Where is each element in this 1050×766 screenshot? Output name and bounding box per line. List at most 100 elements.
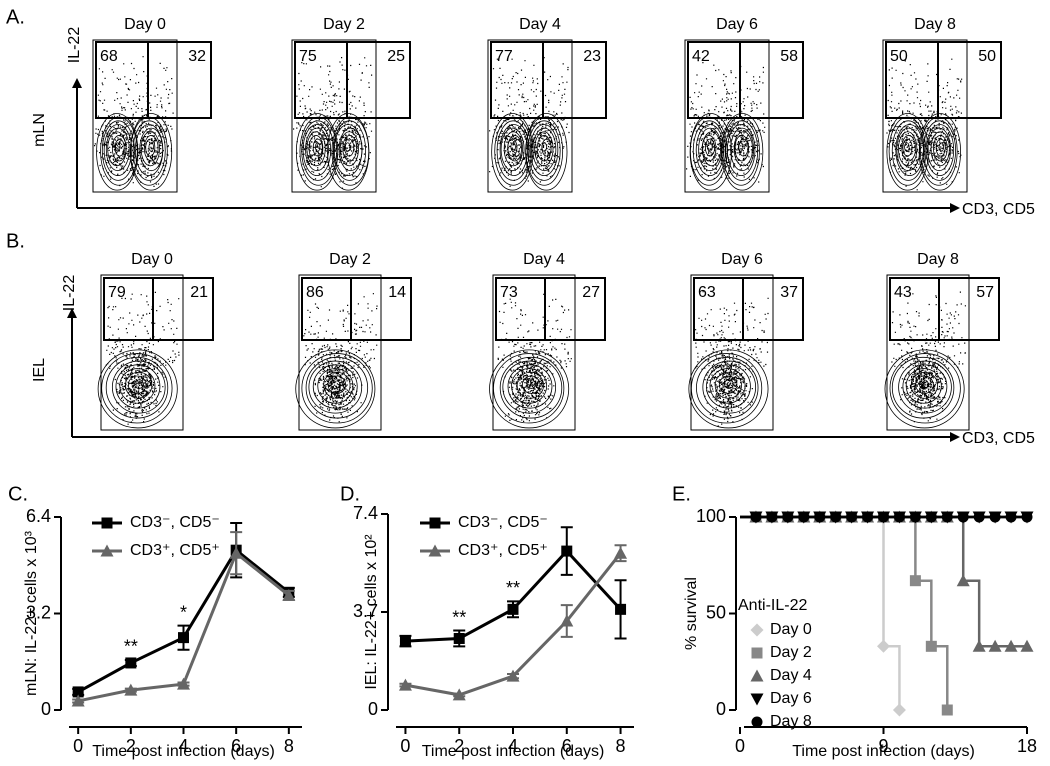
marker bbox=[229, 546, 243, 559]
significance: ** bbox=[452, 607, 466, 627]
gate-right bbox=[938, 277, 1000, 341]
gate-right bbox=[544, 277, 606, 341]
gate-percent: 73 bbox=[500, 284, 518, 301]
gate-percent: 37 bbox=[780, 284, 798, 301]
contour bbox=[730, 127, 755, 172]
legend-label: Day 6 bbox=[770, 690, 812, 707]
contour bbox=[96, 113, 139, 191]
contour bbox=[134, 124, 164, 176]
gate-right bbox=[739, 41, 804, 119]
x-tick-label: 4 bbox=[508, 736, 518, 756]
y-tick-label: 100 bbox=[696, 506, 726, 526]
y-axis-title: mLN: IL-22+ cells x 10³ bbox=[23, 530, 40, 696]
contour bbox=[306, 131, 326, 167]
x-tick-label: 9 bbox=[878, 736, 888, 756]
gate-right bbox=[542, 41, 607, 119]
marker bbox=[893, 511, 905, 523]
marker bbox=[957, 511, 969, 523]
step-line bbox=[931, 645, 949, 710]
contour bbox=[489, 349, 570, 429]
panel-label: B. bbox=[6, 230, 25, 252]
gate-percent: 75 bbox=[299, 48, 317, 65]
contour bbox=[339, 131, 359, 167]
marker bbox=[892, 703, 906, 717]
x-tick-label: 6 bbox=[231, 736, 241, 756]
x-tick-label: 2 bbox=[126, 736, 136, 756]
contour bbox=[905, 368, 942, 404]
contour bbox=[305, 356, 369, 419]
contour bbox=[689, 113, 732, 191]
contour bbox=[904, 142, 910, 152]
plot-title: Day 0 bbox=[131, 251, 173, 268]
gate-right bbox=[937, 41, 1002, 119]
contour bbox=[333, 120, 367, 181]
contour bbox=[115, 142, 121, 152]
step-line bbox=[963, 579, 981, 647]
marker bbox=[560, 614, 574, 627]
contour bbox=[127, 375, 147, 394]
step-line bbox=[915, 579, 933, 647]
y-tick-label: 7.4 bbox=[353, 503, 378, 523]
contour bbox=[536, 135, 552, 162]
contour bbox=[107, 131, 127, 167]
contour bbox=[898, 360, 952, 414]
marker bbox=[909, 511, 921, 523]
y-tick-label: 0 bbox=[368, 699, 378, 719]
plot-frame bbox=[882, 39, 968, 193]
contour bbox=[724, 379, 734, 389]
contour bbox=[496, 120, 530, 181]
contour bbox=[493, 353, 565, 424]
x-axis-title: Time post infection (days) bbox=[792, 743, 975, 760]
legend-marker bbox=[751, 716, 763, 728]
contour bbox=[886, 113, 929, 191]
contour bbox=[529, 124, 559, 176]
event-dots bbox=[886, 58, 963, 191]
contour bbox=[125, 371, 153, 399]
marker bbox=[988, 639, 1002, 652]
marker bbox=[452, 688, 466, 701]
contour bbox=[132, 120, 166, 181]
marker bbox=[830, 511, 842, 523]
contour bbox=[706, 364, 751, 409]
marker bbox=[506, 669, 520, 682]
contour bbox=[891, 356, 955, 419]
contour bbox=[918, 113, 961, 191]
legend-label: CD3⁺, CD5⁺ bbox=[458, 542, 548, 559]
x-tick-label: 4 bbox=[178, 736, 188, 756]
marker bbox=[398, 678, 412, 691]
contour bbox=[891, 120, 925, 181]
contour bbox=[938, 142, 945, 152]
y-tick-label: 50 bbox=[706, 602, 726, 622]
marker bbox=[956, 574, 970, 587]
contour bbox=[105, 356, 169, 419]
contour bbox=[927, 127, 952, 172]
contour bbox=[314, 142, 321, 152]
contour bbox=[527, 120, 561, 181]
plot-title: Day 2 bbox=[329, 251, 371, 268]
marker bbox=[125, 657, 137, 669]
contour bbox=[726, 124, 756, 176]
contour bbox=[688, 349, 769, 429]
marker bbox=[814, 511, 826, 523]
marker bbox=[615, 603, 627, 615]
contour bbox=[323, 371, 351, 399]
tissue-label: IEL bbox=[31, 358, 48, 382]
contour bbox=[725, 120, 759, 181]
marker bbox=[72, 686, 84, 698]
step-line bbox=[899, 515, 917, 581]
contour bbox=[734, 135, 750, 162]
contour bbox=[317, 368, 354, 404]
event-dots bbox=[293, 57, 373, 189]
contour bbox=[896, 127, 921, 172]
tissue-label: mLN bbox=[31, 113, 48, 147]
marker bbox=[846, 511, 858, 523]
contour bbox=[721, 113, 764, 191]
contour bbox=[507, 135, 522, 162]
legend-marker bbox=[750, 669, 764, 682]
contour bbox=[737, 142, 744, 152]
plot-frame bbox=[492, 274, 576, 431]
plot-frame bbox=[690, 274, 774, 431]
legend-marker bbox=[750, 623, 764, 637]
contour bbox=[499, 356, 563, 419]
